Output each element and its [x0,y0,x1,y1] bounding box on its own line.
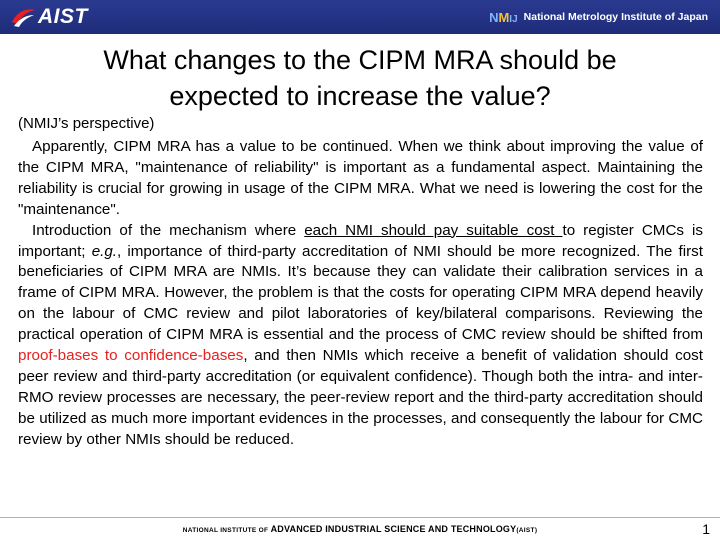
header-bar: AIST NMIJ National Metrology Institute o… [0,0,720,34]
perspective-label: (NMIJ’s perspective) [18,115,155,132]
nmij-mark-ij: IJ [509,13,518,25]
para2-eg: e.g. [91,242,118,260]
footer-prefix: NATIONAL INSTITUTE OF [182,527,269,534]
para2-text-d: , and then NMIs which receive a benefit … [18,347,703,448]
para2-text-c: , importance of third-party accreditatio… [18,242,703,344]
paragraph-2: Introduction of the mechanism where each… [18,221,703,451]
paragraph-1: Apparently, CIPM MRA has a value to be c… [18,138,703,218]
footer: NATIONAL INSTITUTE OF ADVANCED INDUSTRIA… [0,524,720,534]
title-line-2: expected to increase the value? [169,81,551,111]
nmij-name: National Metrology Institute of Japan [523,11,708,23]
nmij-mark-m: M [498,9,510,25]
nmij-mark-n: N [489,9,499,25]
para2-text-b: to register CMCs is important; [18,221,703,260]
footer-divider [0,517,720,518]
nmij-logo: NMIJ National Metrology Institute of Jap… [489,0,708,34]
para2-text-a: Introduction of the mechanism where [32,221,305,239]
title-line-1: What changes to the CIPM MRA should be [103,45,617,75]
footer-abbr: (AIST) [516,527,538,534]
slide-body: Apparently, CIPM MRA has a value to be c… [18,137,703,451]
nmij-mark: NMIJ [489,10,518,25]
page-title: What changes to the CIPM MRA should be e… [40,42,680,114]
aist-swoosh-icon [12,9,35,27]
page-number: 1 [702,521,710,537]
footer-name: ADVANCED INDUSTRIAL SCIENCE AND TECHNOLO… [270,524,517,534]
para2-underlined-text: each NMI should pay suitable cost [304,221,563,239]
aist-logo-text: AIST [38,5,88,28]
aist-logo: AIST [10,4,88,30]
para2-red-text: proof-bases to confidence-bases [18,347,244,365]
